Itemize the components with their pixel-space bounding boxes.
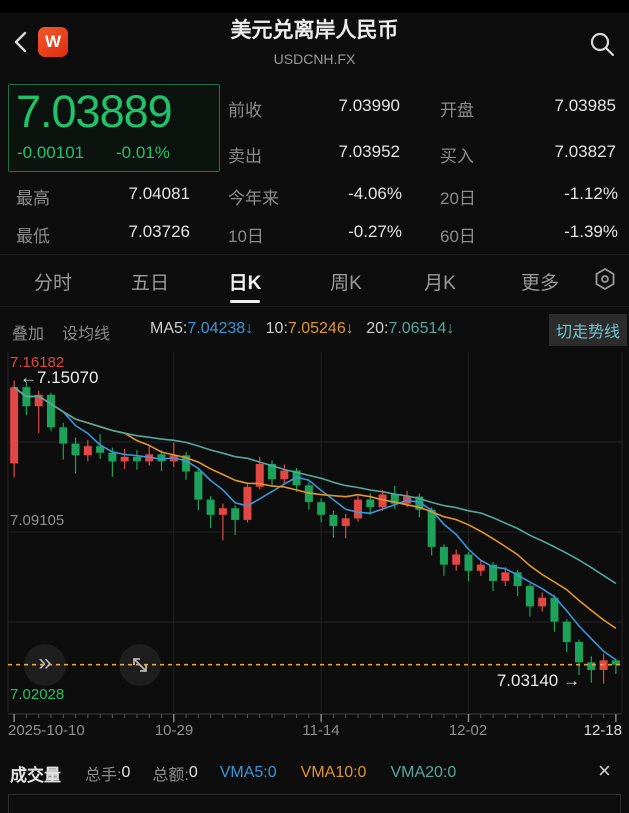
d20-label: 20日 bbox=[440, 189, 476, 208]
ma-readout: MA5:7.04238↓ 10:7.05246↓ 20:7.06514↓ bbox=[150, 320, 454, 338]
candlestick-chart[interactable] bbox=[0, 348, 629, 760]
set-ma-button[interactable]: 设均线 bbox=[62, 326, 111, 343]
last-price: 7.03889 bbox=[16, 86, 173, 137]
bid-label: 买入 bbox=[440, 147, 474, 166]
last-price-box bbox=[8, 84, 220, 172]
ma20-down-arrow-icon: ↓ bbox=[446, 320, 455, 337]
ma10-down-arrow-icon: ↓ bbox=[345, 320, 354, 337]
bid-value: 7.03827 bbox=[554, 142, 616, 161]
ma5-label: MA5: bbox=[150, 320, 188, 337]
vma20-readout: VMA20:0 bbox=[390, 764, 457, 781]
switch-trend-line-button[interactable]: 切走势线 bbox=[548, 314, 627, 346]
low-value: 7.03726 bbox=[128, 222, 190, 241]
tab-more[interactable]: 更多 bbox=[520, 273, 559, 294]
logo-letter: W bbox=[44, 32, 62, 51]
ma10-value: 7.05246 bbox=[287, 320, 346, 337]
back-icon[interactable] bbox=[10, 30, 32, 54]
overlay-button[interactable]: 叠加 bbox=[12, 326, 45, 343]
vma10-readout: VMA10:0 bbox=[300, 764, 367, 781]
price-change-pct: -0.01% bbox=[116, 143, 170, 162]
divider bbox=[0, 306, 629, 307]
ask-value: 7.03952 bbox=[338, 142, 400, 161]
top-band bbox=[0, 0, 629, 13]
ask-label: 卖出 bbox=[228, 147, 262, 166]
period-low-value: 7.03140 bbox=[496, 671, 559, 690]
high-label: 最高 bbox=[16, 189, 50, 208]
total-lots-value: 0 bbox=[121, 764, 131, 781]
ma20-value: 7.06514 bbox=[388, 320, 447, 337]
vma5-readout: VMA5:0 bbox=[219, 764, 277, 781]
y-axis-max-label: 7.16182 bbox=[10, 354, 65, 371]
chart-settings-icon[interactable] bbox=[592, 266, 618, 292]
left-arrow-icon: ← bbox=[20, 368, 37, 387]
symbol-code: USDCNH.FX bbox=[273, 51, 356, 67]
d20-value: -1.12% bbox=[564, 184, 618, 203]
ytd-value: -4.06% bbox=[348, 184, 402, 203]
total-amount-label: 总额: bbox=[152, 767, 189, 784]
open-label: 开盘 bbox=[440, 101, 474, 120]
volume-indicator-bar: 成交量 总手: 0 总额: 0 VMA5:0 VMA10:0 VMA20:0 bbox=[10, 756, 456, 790]
ma5-value: 7.04238 bbox=[187, 320, 246, 337]
right-arrow-icon: → bbox=[563, 671, 580, 690]
tab-5day[interactable]: 五日 bbox=[130, 273, 169, 294]
total-lots-label: 总手: bbox=[85, 767, 122, 784]
d10-label: 10日 bbox=[228, 227, 264, 246]
expand-chart-button[interactable] bbox=[119, 644, 161, 686]
prev-close-label: 前收 bbox=[228, 101, 262, 120]
ma10-label: 10: bbox=[265, 320, 288, 337]
page-title: 美元兑离岸人民币 bbox=[230, 19, 399, 42]
price-change: -0.00101 bbox=[17, 143, 85, 162]
wind-app-logo[interactable]: W bbox=[38, 27, 68, 57]
total-amount-value: 0 bbox=[188, 764, 198, 781]
period-high-annotation: ←7.15070 bbox=[20, 368, 98, 388]
y-axis-mid-label: 7.09105 bbox=[10, 512, 65, 529]
double-chevron-right-icon: » bbox=[38, 649, 52, 676]
d60-label: 60日 bbox=[440, 227, 476, 246]
x-label-3: 11-14 bbox=[302, 722, 340, 739]
search-icon[interactable] bbox=[588, 30, 616, 58]
ma20-label: 20: bbox=[366, 320, 389, 337]
x-label-end: 12-18 bbox=[583, 722, 622, 739]
ytd-label: 今年来 bbox=[228, 189, 279, 208]
d60-value: -1.39% bbox=[564, 222, 618, 241]
active-tab-underline bbox=[230, 300, 260, 303]
tab-minute[interactable]: 分时 bbox=[33, 273, 72, 294]
low-label: 最低 bbox=[16, 227, 50, 246]
ma5-down-arrow-icon: ↓ bbox=[245, 320, 254, 337]
open-value: 7.03985 bbox=[554, 96, 616, 115]
tab-daily-k[interactable]: 日K bbox=[228, 273, 262, 294]
period-high-value: 7.15070 bbox=[37, 368, 99, 387]
divider bbox=[0, 254, 629, 255]
close-volume-pane-icon[interactable]: × bbox=[598, 758, 611, 783]
expand-diagonal-icon bbox=[133, 658, 147, 672]
volume-title: 成交量 bbox=[10, 765, 61, 785]
period-low-annotation: 7.03140 → bbox=[440, 671, 580, 691]
x-label-4: 12-02 bbox=[448, 722, 488, 739]
x-label-2: 10-29 bbox=[154, 722, 194, 739]
high-value: 7.04081 bbox=[128, 184, 190, 203]
y-axis-min-label: 7.02028 bbox=[10, 686, 65, 703]
tab-weekly-k[interactable]: 周K bbox=[330, 273, 362, 294]
tab-monthly-k[interactable]: 月K bbox=[424, 273, 456, 294]
volume-pane-frame bbox=[8, 794, 621, 813]
fast-forward-button[interactable]: » bbox=[24, 644, 66, 686]
d10-value: -0.27% bbox=[348, 222, 402, 241]
x-label-start: 2025-10-10 bbox=[8, 722, 85, 739]
prev-close-value: 7.03990 bbox=[338, 96, 400, 115]
